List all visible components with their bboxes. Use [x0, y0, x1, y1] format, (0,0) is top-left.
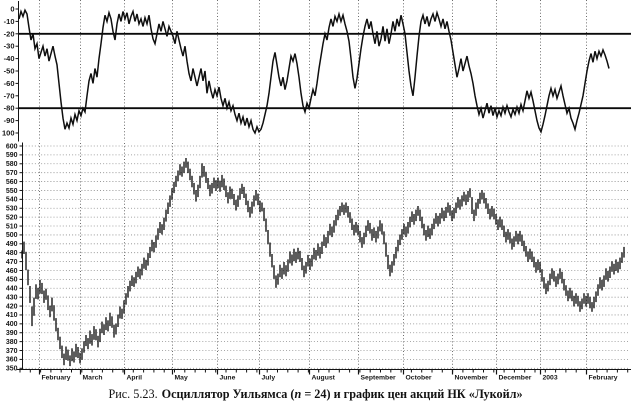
month-label: March	[83, 375, 103, 382]
svg-text:-90: -90	[4, 116, 15, 125]
caption-figure-label: Рис. 5.23.	[108, 387, 158, 401]
svg-text:430: 430	[6, 294, 18, 301]
caption-title-after-n: = 24) и график цен акций НК «Лукойл»	[301, 387, 523, 401]
month-label: February	[589, 375, 618, 382]
time-axis: February March April May June July August Septe…	[17, 369, 631, 382]
svg-text:450: 450	[6, 277, 18, 284]
caption-n-symbol: n	[294, 387, 302, 401]
svg-text:580: 580	[6, 161, 18, 168]
svg-text:460: 460	[6, 268, 18, 275]
caption-title-before-n: Осциллятор Уильямса (	[161, 387, 295, 401]
svg-text:350: 350	[6, 366, 18, 373]
month-label: August	[312, 375, 336, 382]
svg-text:440: 440	[6, 286, 18, 293]
svg-text:-30: -30	[4, 42, 15, 51]
month-label: April	[127, 375, 143, 382]
month-label: May	[175, 375, 188, 382]
svg-text:390: 390	[6, 330, 18, 337]
svg-text:540: 540	[6, 197, 18, 204]
svg-text:-80: -80	[4, 104, 15, 113]
svg-text:360: 360	[6, 357, 18, 364]
svg-text:570: 570	[6, 170, 18, 177]
month-label: 2003	[543, 375, 558, 382]
chart-svg: 0 -10 -20 -30 -40 -50 -60 -70 -80 -90 100 600 590 58…	[2, 0, 631, 382]
svg-text:100: 100	[2, 129, 15, 138]
svg-text:-50: -50	[4, 67, 15, 76]
svg-text:420: 420	[6, 303, 18, 310]
svg-text:-20: -20	[4, 29, 15, 38]
month-label: February	[42, 375, 71, 382]
svg-text:500: 500	[6, 232, 18, 239]
svg-text:520: 520	[6, 214, 18, 221]
oscillator-panel: 0 -10 -20 -30 -40 -50 -60 -70 -80 -90 100	[2, 0, 631, 142]
svg-text:590: 590	[6, 152, 18, 159]
svg-text:410: 410	[6, 312, 18, 319]
month-label: December	[499, 375, 532, 382]
month-label: June	[220, 375, 236, 382]
svg-text:370: 370	[6, 348, 18, 355]
svg-text:0: 0	[10, 5, 14, 14]
svg-text:470: 470	[6, 259, 18, 266]
svg-text:480: 480	[6, 250, 18, 257]
figure-caption: Рис. 5.23. Осциллятор Уильямса (n = 24) и…	[0, 387, 631, 402]
svg-text:600: 600	[6, 143, 18, 150]
svg-text:-40: -40	[4, 54, 15, 63]
svg-text:-60: -60	[4, 79, 15, 88]
month-label: November	[455, 375, 489, 382]
month-label: July	[262, 375, 276, 382]
svg-text:560: 560	[6, 179, 18, 186]
svg-text:550: 550	[6, 188, 18, 195]
svg-text:490: 490	[6, 241, 18, 248]
svg-text:-70: -70	[4, 91, 15, 100]
svg-text:400: 400	[6, 321, 18, 328]
svg-text:380: 380	[6, 339, 18, 346]
svg-text:530: 530	[6, 206, 18, 213]
month-label: September	[361, 375, 396, 382]
svg-text:-10: -10	[4, 17, 15, 26]
svg-text:510: 510	[6, 223, 18, 230]
month-label: October	[406, 375, 432, 382]
